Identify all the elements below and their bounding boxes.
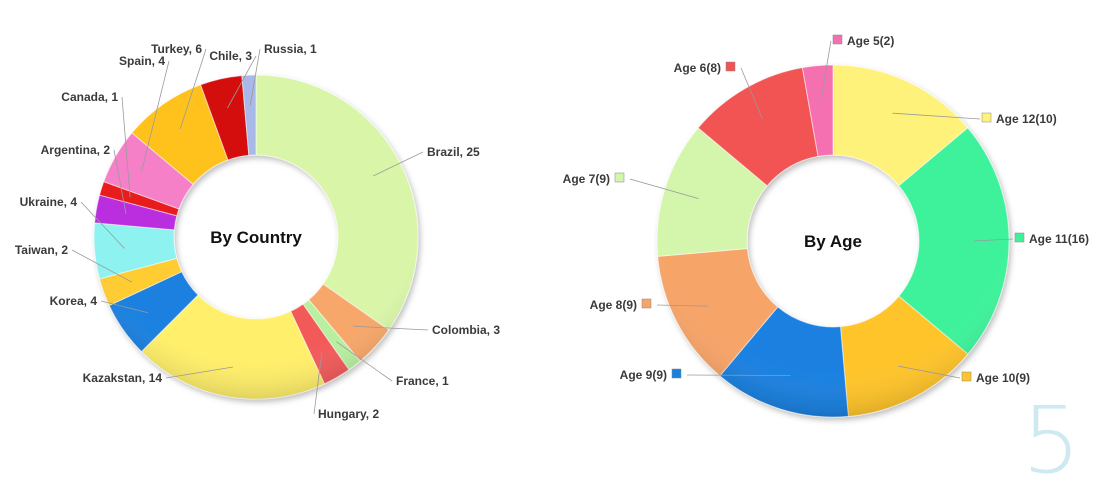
data-label: Age 12(10) bbox=[996, 112, 1057, 126]
leader-line bbox=[353, 325, 429, 331]
legend-marker bbox=[1014, 232, 1025, 243]
slice-labels: Brazil, 25 Colombia, 3 France, 1 Hungary, 2… bbox=[15, 42, 500, 421]
data-label: France, 1 bbox=[396, 374, 449, 388]
data-label: Russia, 1 bbox=[264, 42, 317, 56]
slice-labels: Age 12(10) Age 11(16) Age 10(9) Age 9(9) Age… bbox=[563, 34, 1089, 385]
leader-line bbox=[740, 67, 763, 120]
leader-line bbox=[165, 366, 234, 379]
leader-line bbox=[973, 238, 1014, 242]
data-label: Age 8(9) bbox=[590, 298, 637, 312]
leader-line bbox=[71, 249, 133, 283]
data-label: Age 7(9) bbox=[563, 172, 610, 186]
data-label: Kazakstan, 14 bbox=[83, 371, 163, 385]
data-label: Argentina, 2 bbox=[41, 143, 111, 157]
leader-line bbox=[898, 365, 961, 379]
leader-line bbox=[80, 201, 125, 249]
data-label: Hungary, 2 bbox=[318, 407, 379, 421]
leader-line bbox=[656, 304, 708, 307]
legend-marker bbox=[671, 368, 682, 379]
data-label: Age 9(9) bbox=[620, 368, 667, 382]
page-number: 5 bbox=[1022, 387, 1081, 488]
data-label: Taiwan, 2 bbox=[15, 243, 68, 257]
data-label: Turkey, 6 bbox=[151, 42, 202, 56]
leader-line bbox=[179, 48, 207, 129]
data-label: Ukraine, 4 bbox=[20, 195, 78, 209]
legend-marker bbox=[641, 298, 652, 309]
leader-line bbox=[100, 300, 148, 314]
leader-line bbox=[249, 48, 261, 106]
legend-marker bbox=[832, 34, 843, 45]
legend-marker bbox=[981, 112, 992, 123]
leader-line bbox=[313, 351, 323, 415]
leader-line bbox=[372, 151, 424, 177]
data-label: Brazil, 25 bbox=[427, 145, 480, 159]
leader-line bbox=[892, 112, 981, 120]
leader-line bbox=[820, 40, 832, 101]
data-label: Age 5(2) bbox=[847, 34, 894, 48]
data-label: Spain, 4 bbox=[119, 54, 165, 68]
data-label: Chile, 3 bbox=[209, 49, 252, 63]
data-label: Canada, 1 bbox=[61, 90, 118, 104]
legend-marker bbox=[961, 371, 972, 382]
data-label: Korea, 4 bbox=[50, 294, 98, 308]
legend-marker bbox=[725, 61, 736, 72]
data-label: Age 11(16) bbox=[1029, 232, 1089, 246]
data-label: Age 6(8) bbox=[674, 61, 721, 75]
leader-line bbox=[121, 96, 131, 198]
legend-marker bbox=[614, 172, 625, 183]
data-label: Colombia, 3 bbox=[432, 323, 500, 337]
leader-line bbox=[629, 178, 699, 199]
leader-line bbox=[227, 55, 257, 109]
leader-line bbox=[113, 149, 127, 215]
data-label: Age 10(9) bbox=[976, 371, 1030, 385]
leader-line bbox=[336, 341, 393, 382]
chart-title: By Country bbox=[210, 228, 302, 247]
chart-title: By Age bbox=[804, 232, 862, 251]
leader-line bbox=[141, 60, 170, 172]
